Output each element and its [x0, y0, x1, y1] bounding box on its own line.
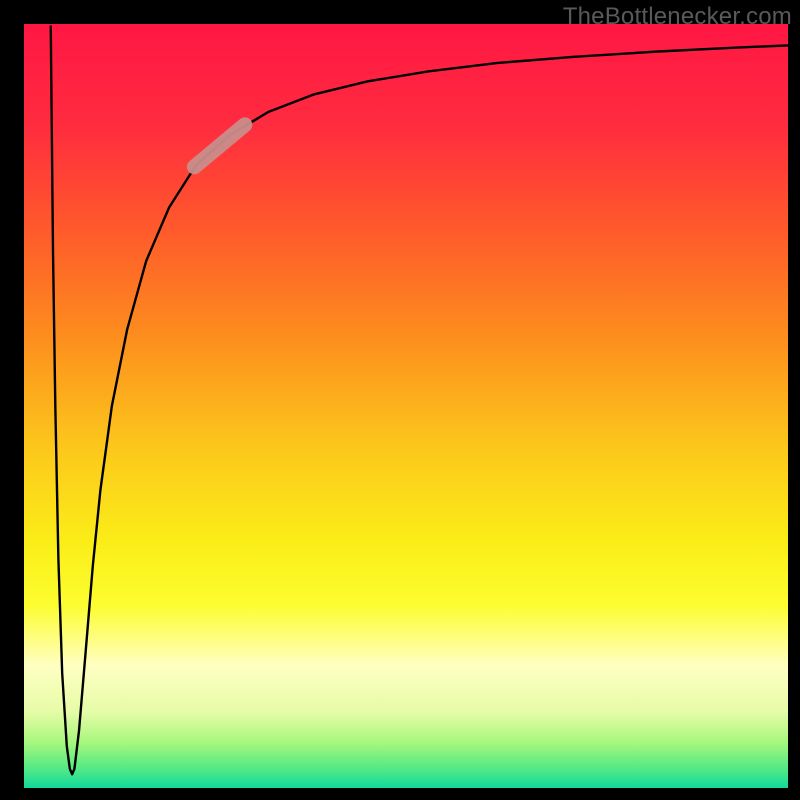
bottleneck-curve	[51, 26, 788, 775]
plot-area	[24, 24, 788, 788]
highlight-stroke	[194, 125, 244, 167]
curve-layer	[24, 24, 788, 788]
watermark-text: TheBottlenecker.com	[563, 3, 792, 31]
chart-frame: TheBottlenecker.com	[0, 0, 800, 800]
